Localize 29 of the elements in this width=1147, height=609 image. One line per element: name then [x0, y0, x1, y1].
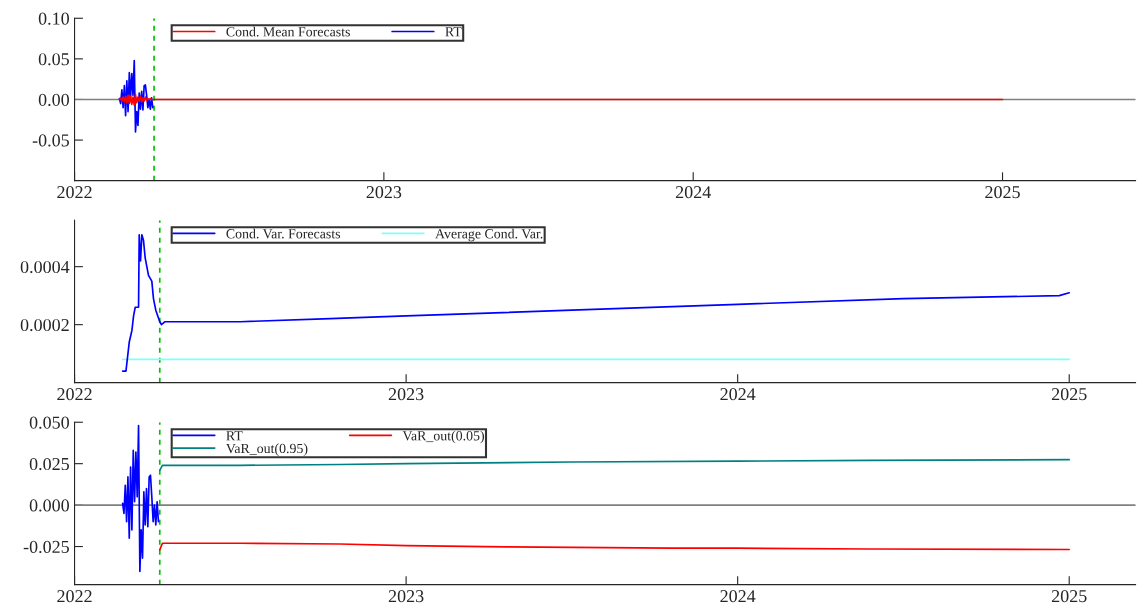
y-tick-label: 0.00 [38, 93, 70, 106]
y-tick-label: 0.0004 [20, 260, 70, 274]
x-tick-label: 2022 [57, 186, 92, 199]
y-tick-label: -0.05 [32, 134, 69, 147]
legend-label: Average Cond. Var. [435, 228, 543, 242]
y-tick-label: -0.025 [23, 540, 69, 554]
y-tick-label: 0.000 [29, 499, 70, 512]
x-tick-label: 2024 [720, 590, 756, 603]
legend-label: RT [226, 431, 243, 441]
legend-label: RT [445, 27, 462, 37]
x-tick-label: 2024 [720, 388, 756, 401]
x-tick-label: 2023 [388, 388, 424, 401]
y-tick-label: 0.05 [38, 53, 69, 66]
x-tick-label: 2025 [1051, 388, 1087, 401]
x-tick-label: 2025 [985, 186, 1020, 199]
legend-label: VaR_out(0.05) [402, 430, 485, 444]
legend-label: Cond. Mean Forecasts [226, 26, 350, 37]
x-tick-label: 2023 [388, 590, 424, 603]
y-tick-label: 0.0002 [20, 318, 69, 332]
x-tick-label: 2024 [675, 186, 711, 199]
y-tick-label: 0.10 [38, 12, 70, 25]
x-tick-label: 2023 [366, 186, 402, 199]
legend-label: Cond. Var. Forecasts [226, 228, 341, 239]
x-tick-label: 2022 [57, 590, 92, 603]
x-tick-label: 2022 [57, 388, 92, 401]
legend-label: VaR_out(0.95) [226, 443, 308, 456]
y-tick-label: 0.025 [29, 457, 69, 471]
y-tick-label: 0.050 [29, 416, 70, 429]
x-tick-label: 2025 [1051, 590, 1087, 603]
